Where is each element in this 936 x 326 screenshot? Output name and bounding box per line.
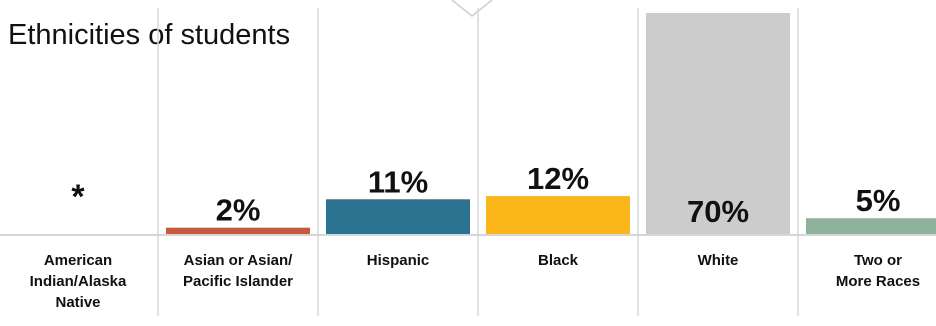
value-label: 12%	[527, 161, 589, 196]
category-label: Black	[538, 252, 579, 269]
category-label: Two or	[854, 252, 902, 269]
value-label: 5%	[856, 183, 901, 218]
bar-2	[326, 199, 470, 234]
category-label: More Races	[836, 273, 920, 290]
value-label: *	[71, 178, 85, 216]
category-label: Indian/Alaska	[30, 273, 127, 290]
bar-3	[486, 196, 630, 234]
category-label: Asian or Asian/	[184, 252, 293, 269]
bar-1	[166, 227, 310, 234]
bar-4	[646, 13, 790, 234]
tooltip-pointer	[451, 0, 493, 17]
category-label: Native	[55, 294, 100, 311]
value-label: 2%	[216, 193, 261, 228]
category-label: White	[698, 252, 739, 269]
value-label: 11%	[368, 164, 428, 199]
bar-5	[806, 218, 936, 234]
category-label: American	[44, 252, 112, 269]
category-label: Hispanic	[367, 252, 430, 269]
category-label: Pacific Islander	[183, 273, 293, 290]
value-label: 70%	[687, 194, 749, 229]
chart-title: Ethnicities of students	[8, 19, 291, 51]
